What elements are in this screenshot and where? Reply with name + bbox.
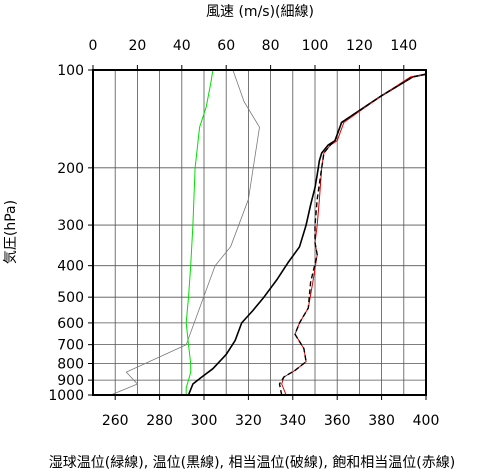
y-tick-label: 900 xyxy=(57,373,84,389)
grid-lines xyxy=(93,70,426,395)
y-tick-label: 700 xyxy=(57,338,84,354)
x-top-tick-label: 60 xyxy=(217,38,235,54)
series-line-wind-speed xyxy=(110,69,260,396)
x-bottom-tick-label: 260 xyxy=(102,413,129,429)
y-tick-label: 800 xyxy=(57,357,84,373)
x-bottom-tick-label: 380 xyxy=(368,413,395,429)
x-top-tick-label: 140 xyxy=(390,38,417,54)
y-tick-label: 100 xyxy=(57,63,84,79)
axis-ticks xyxy=(88,65,427,400)
series-line-saturation-equiv-potential-temp xyxy=(281,73,427,396)
y-tick-label: 300 xyxy=(57,218,84,234)
x-bottom-tick-label: 300 xyxy=(191,413,218,429)
x-top-tick-label: 40 xyxy=(173,38,191,54)
series-line-equiv-potential-temp xyxy=(278,73,427,396)
series-lines xyxy=(110,69,427,396)
y-tick-label: 400 xyxy=(57,259,84,275)
x-top-tick-label: 20 xyxy=(128,38,146,54)
x-bottom-tick-label: 340 xyxy=(279,413,306,429)
series-line-potential-temp xyxy=(187,73,427,396)
y-tick-label: 600 xyxy=(57,316,84,332)
bottom-axis-title: 湿球温位(緑線), 温位(黒線), 相当温位(破線), 飽和相当温位(赤線) xyxy=(49,454,455,471)
top-axis-title: 風速 (m/s)(細線) xyxy=(206,4,314,20)
y-tick-label: 1000 xyxy=(48,388,84,404)
y-tick-label: 200 xyxy=(57,161,84,177)
plot-frame xyxy=(92,69,427,396)
x-top-tick-label: 80 xyxy=(262,38,280,54)
x-top-tick-label: 120 xyxy=(346,38,373,54)
y-axis-title: 気圧(hPa) xyxy=(3,200,19,264)
series-line-wet-bulb-potential-temp xyxy=(185,69,214,395)
x-top-tick-label: 100 xyxy=(302,38,329,54)
x-bottom-tick-label: 320 xyxy=(235,413,262,429)
x-bottom-tick-label: 280 xyxy=(146,413,173,429)
y-tick-label: 500 xyxy=(57,290,84,306)
x-bottom-tick-label: 400 xyxy=(413,413,440,429)
x-bottom-tick-label: 360 xyxy=(324,413,351,429)
x-top-tick-label: 0 xyxy=(89,38,98,54)
